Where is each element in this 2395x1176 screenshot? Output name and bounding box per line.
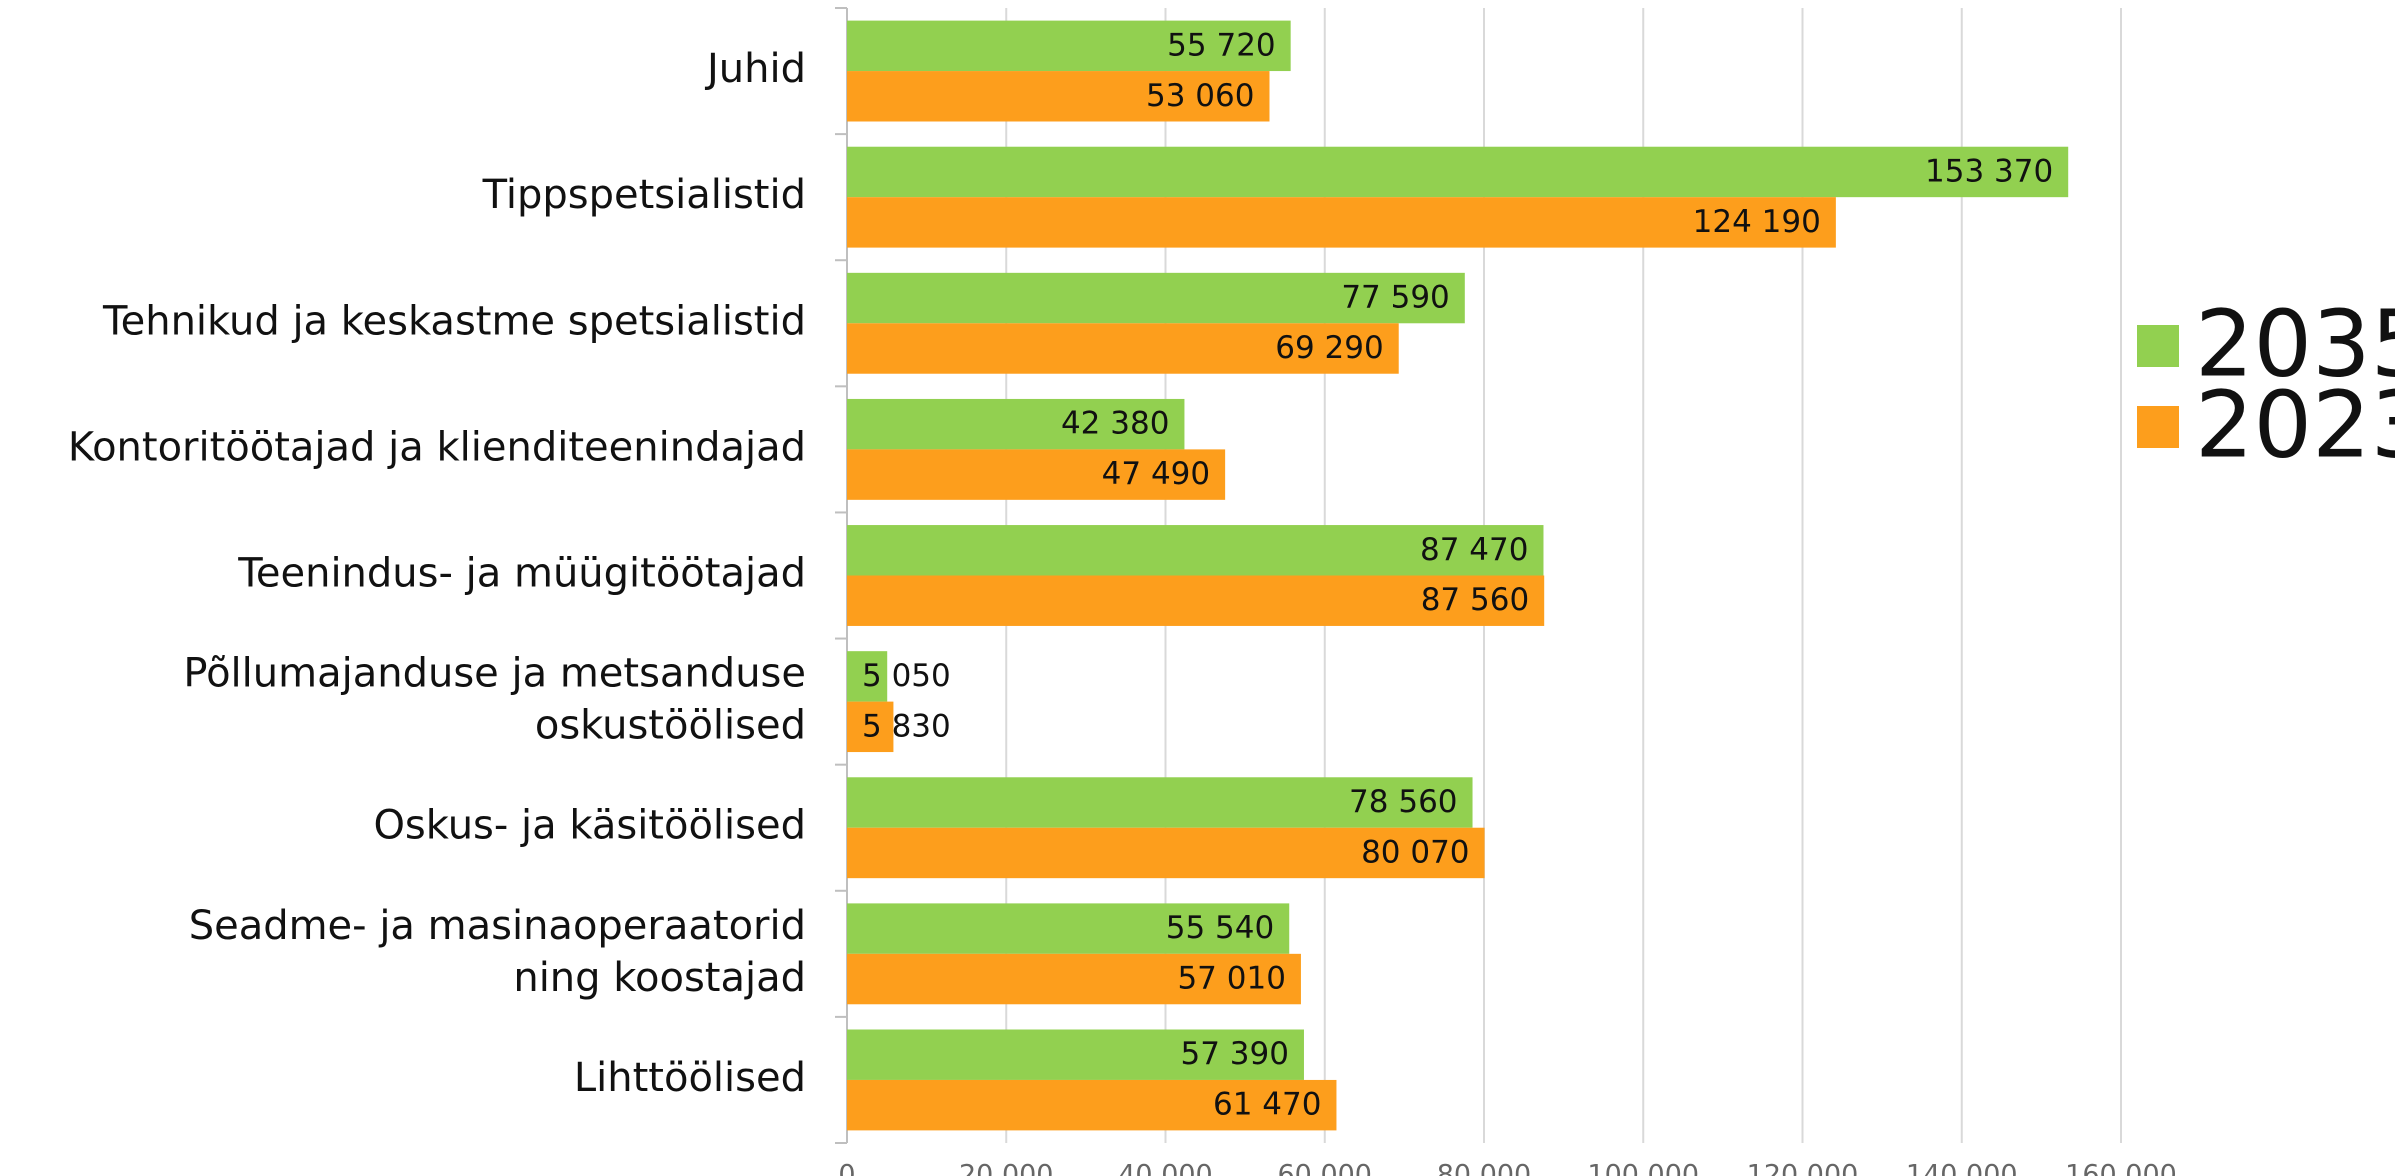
bar <box>847 575 1545 626</box>
bar <box>847 146 2069 198</box>
bar <box>847 449 1226 500</box>
data-label: 57 010 <box>1177 961 1285 997</box>
x-tick-label: 40 000 <box>1118 1160 1212 1176</box>
y-tick-label: Tehnikud ja keskastme spetsialistid <box>102 298 806 344</box>
bar <box>847 20 1291 72</box>
data-label: 87 470 <box>1420 532 1528 568</box>
x-tick-label: 140 000 <box>1906 1160 2018 1176</box>
data-label: 78 560 <box>1349 784 1457 820</box>
y-tick-label: Lihttöölised <box>574 1055 806 1101</box>
bar <box>847 323 1399 374</box>
y-tick-label: Teenindus- ja müügitöötajad <box>237 551 806 597</box>
x-tick-label: 20 000 <box>959 1160 1053 1176</box>
bar <box>847 197 1836 248</box>
data-label: 124 190 <box>1693 204 1821 240</box>
x-tick-label: 160 000 <box>2065 1160 2177 1176</box>
data-label: 5 050 <box>862 658 951 694</box>
data-label: 77 590 <box>1341 280 1449 316</box>
x-tick-label: 120 000 <box>1747 1160 1859 1176</box>
y-tick-label-line: Põllumajanduse ja metsanduse <box>183 651 806 697</box>
y-tick-label: Tippspetsialistid <box>482 172 806 218</box>
bar <box>847 827 1485 879</box>
bar <box>847 701 894 753</box>
x-tick-label: 80 000 <box>1437 1160 1531 1176</box>
data-label: 153 370 <box>1925 153 2053 189</box>
y-tick-label: Oskus- ja käsitöölised <box>373 803 806 849</box>
x-tick-label: 60 000 <box>1278 1160 1372 1176</box>
data-label: 80 070 <box>1361 834 1469 870</box>
y-tick-label-line: Seadme- ja masinaoperaatorid <box>189 903 806 949</box>
data-label: 42 380 <box>1061 406 1169 442</box>
legend-label: 2023 <box>2195 371 2395 478</box>
data-label: 57 390 <box>1180 1036 1288 1072</box>
legend-swatch <box>2137 325 2179 367</box>
bar <box>847 398 1185 450</box>
x-tick-label: 100 000 <box>1587 1160 1699 1176</box>
data-label: 5 830 <box>862 708 951 744</box>
y-tick-label: Juhid <box>704 46 806 92</box>
x-tick-label: 0 <box>838 1160 855 1176</box>
bar <box>847 1029 1304 1080</box>
y-tick-label-line: ning koostajad <box>513 955 806 1001</box>
bar <box>847 903 1290 954</box>
data-label: 55 540 <box>1166 910 1274 946</box>
data-label: 55 720 <box>1167 27 1275 63</box>
y-tick-label: Kontoritöötajad ja klienditeenindajad <box>68 424 806 470</box>
data-label: 53 060 <box>1146 78 1254 114</box>
bar <box>847 1079 1337 1131</box>
data-label: 47 490 <box>1102 456 1210 492</box>
bar <box>847 272 1465 324</box>
y-tick-label: Seadme- ja masinaoperaatorid ning koostaj… <box>189 903 806 1001</box>
bar <box>847 71 1270 122</box>
data-label: 87 560 <box>1421 582 1529 618</box>
bar <box>847 525 1544 576</box>
bar <box>847 777 1473 828</box>
bar <box>847 953 1301 1005</box>
legend-swatch <box>2137 406 2179 448</box>
data-label: 69 290 <box>1275 330 1383 366</box>
y-tick-label-line: oskustöölised <box>535 703 806 749</box>
legend-label: 2035 <box>2195 290 2395 397</box>
y-tick-label: Põllumajanduse ja metsanduse oskustöölise… <box>183 651 806 749</box>
bar <box>847 651 888 702</box>
data-label: 61 470 <box>1213 1087 1321 1123</box>
